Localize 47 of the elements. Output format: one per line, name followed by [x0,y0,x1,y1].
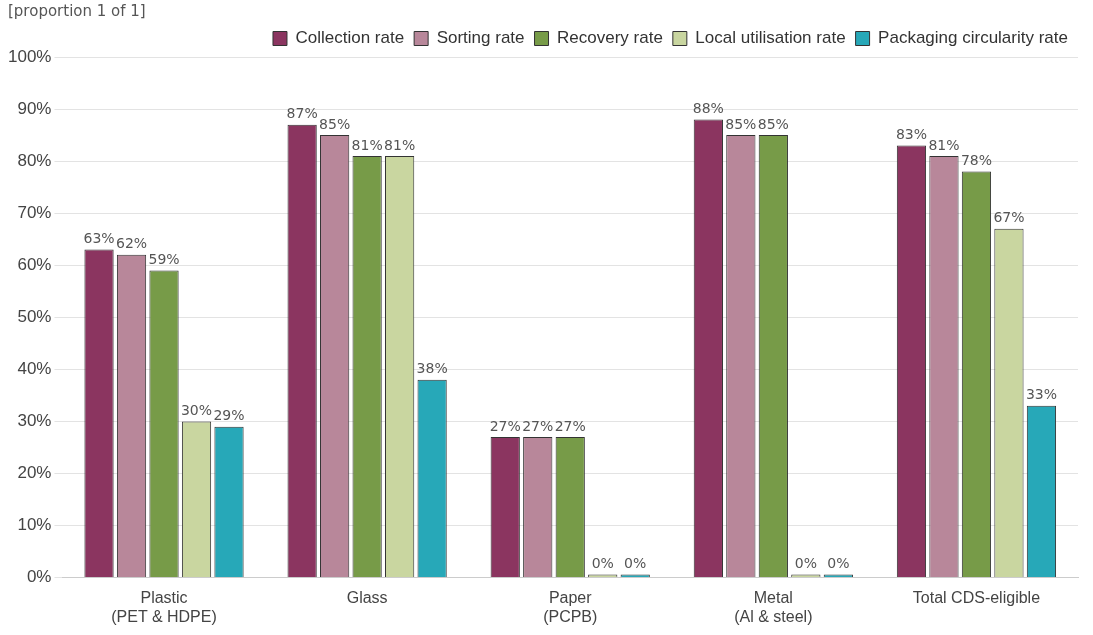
data-label: 63% [83,230,115,247]
x-tick-label: Plastic (PET & HDPE) [111,588,217,625]
legend-label: Local utilisation rate [695,28,846,48]
y-tick-label: 20% [17,463,52,483]
y-tick-label: 0% [26,567,52,587]
data-label: 59% [148,251,180,268]
data-label: 0% [591,555,614,572]
data-label: 27% [522,417,554,434]
y-tick-label: 40% [17,359,52,379]
data-label: 27% [554,417,586,434]
data-label: 81% [351,136,383,153]
y-tick-label: 70% [17,202,52,222]
data-label: 85% [757,115,789,132]
x-tick-label: Metal (Al & steel) [734,588,813,625]
data-label: 27% [489,417,521,434]
x-tick-label: Total CDS-eligible [912,588,1041,606]
y-tick-label: 10% [17,515,52,535]
data-label: 0% [624,555,647,572]
data-label: 33% [1025,386,1057,403]
x-tick-label: Glass [346,588,388,606]
y-tick-label: 80% [17,150,52,170]
data-label: 0% [794,555,817,572]
legend-label: Packaging circularity rate [878,28,1069,48]
legend-label: Sorting rate [436,28,525,48]
data-label: 81% [384,136,416,153]
y-tick-label: 90% [17,98,52,118]
data-label: 67% [993,209,1025,226]
data-label: 62% [115,235,148,252]
data-label: 38% [416,360,448,377]
y-tick-label: 30% [17,411,52,431]
data-label: 81% [928,136,960,153]
data-label: 87% [286,105,318,122]
data-label: 29% [213,407,245,424]
y-axis-title: [proportion 1 of 1] [8,2,146,20]
legend-label: Recovery rate [557,28,663,48]
x-tick-label: Paper (PCPB) [543,588,598,625]
data-label: 30% [180,402,213,419]
data-label: 88% [692,100,724,117]
data-label: 83% [895,126,928,143]
data-label: 85% [319,115,351,132]
data-label: 0% [827,555,850,572]
y-tick-label: 50% [17,306,52,326]
data-label: 78% [960,152,993,169]
y-tick-label: 60% [17,254,52,274]
y-tick-label: 100% [8,46,52,66]
legend-label: Collection rate [295,28,405,48]
data-label: 85% [725,115,757,132]
